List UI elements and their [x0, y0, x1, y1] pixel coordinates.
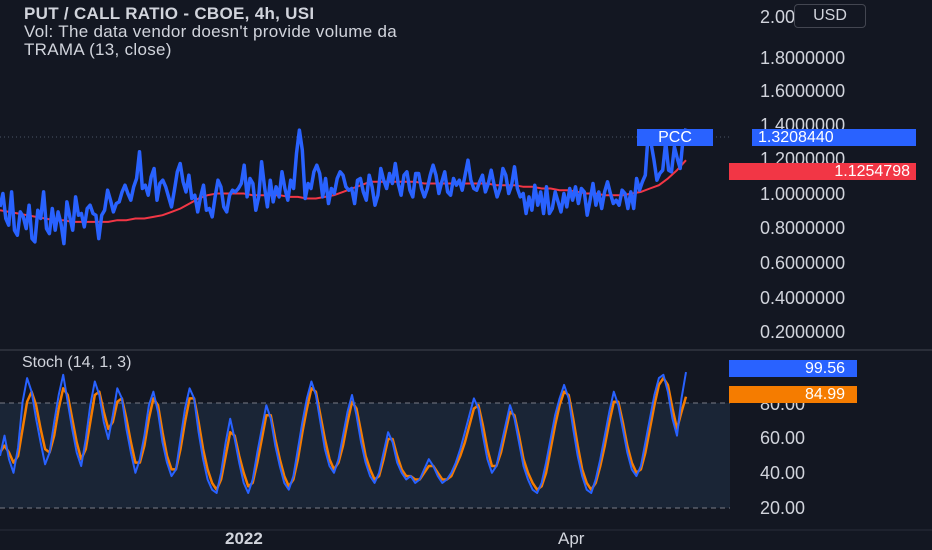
stoch-k-tag: 99.56: [729, 360, 857, 377]
price-tick: 1.8000000: [760, 48, 845, 68]
stoch-d-tag: 84.99: [729, 386, 857, 403]
price-tick: 0.2000000: [760, 322, 845, 342]
time-axis[interactable]: 2022 Apr: [225, 529, 585, 548]
trama-value-tag: 1.1254798: [729, 163, 916, 180]
stoch-tick: 40.00: [760, 463, 805, 483]
time-label: 2022: [225, 529, 263, 548]
stoch-k-line: [0, 371, 687, 494]
volume-note: Vol: The data vendor doesn't provide vol…: [24, 22, 398, 41]
price-tick: 1.0000000: [760, 184, 845, 204]
pcc-label-tag: PCC: [637, 129, 713, 146]
price-tick: 0.4000000: [760, 288, 845, 308]
last-value-tag: 1.3208440: [752, 129, 916, 146]
stoch-tick: 60.00: [760, 428, 805, 448]
trama-legend[interactable]: TRAMA (13, close): [24, 40, 172, 59]
price-tick: 0.8000000: [760, 218, 845, 238]
price-tick: 0.6000000: [760, 253, 845, 273]
pcc-line: [0, 128, 688, 246]
stoch-d-line: [0, 376, 688, 491]
chart-title: PUT / CALL RATIO - CBOE, 4h, USI: [24, 4, 315, 23]
currency-button[interactable]: USD: [794, 4, 866, 28]
stoch-axis[interactable]: 80.00 60.00 40.00 20.00: [760, 394, 805, 518]
stoch-tick: 20.00: [760, 498, 805, 518]
stoch-legend[interactable]: Stoch (14, 1, 3): [22, 354, 132, 371]
price-tick: 1.6000000: [760, 81, 845, 101]
time-label: Apr: [558, 529, 585, 548]
